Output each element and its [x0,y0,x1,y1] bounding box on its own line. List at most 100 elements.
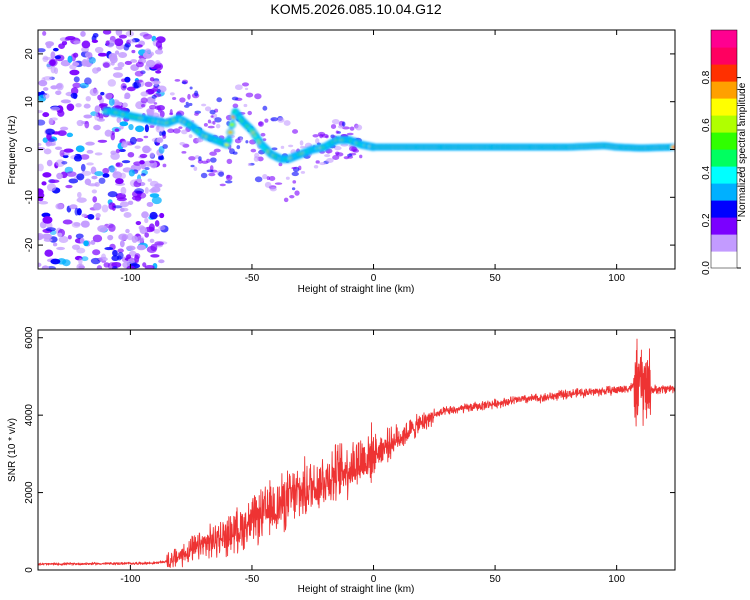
noise-blob [94,171,104,177]
noise-blob [135,235,145,243]
halo-blob [245,140,249,144]
halo-blob [162,163,167,168]
noise-blob [101,253,107,260]
noise-blob [118,52,128,59]
noise-blob [42,216,53,224]
halo-blob [283,120,291,126]
noise-blob [146,108,155,114]
halo-blob [319,162,327,166]
halo-blob [232,103,239,109]
noise-blob [115,105,121,109]
noise-blob [46,183,57,192]
noise-blob [49,179,60,184]
noise-blob [119,240,125,248]
halo-blob [209,109,216,115]
noise-blob [62,154,69,159]
colorbar-tick-label: 0.2 [701,213,712,227]
noise-blob [69,69,80,76]
noise-blob [76,263,85,269]
colorbar-tick-label: 0.6 [701,118,712,132]
ridge-core [228,131,233,134]
noise-blob [38,142,42,147]
halo-blob [213,148,221,153]
halo-blob [208,172,216,177]
halo-blob [315,138,320,144]
noise-blob [80,220,90,228]
noise-blob [134,188,145,194]
halo-blob [193,166,198,172]
colorbar-band [711,183,737,201]
halo-blob [162,134,167,139]
halo-blob [151,94,157,99]
halo-blob [334,151,340,156]
y-tick-label: 0 [24,567,35,573]
noise-blob [52,47,59,52]
noise-blob [154,241,165,246]
noise-blob [118,34,127,39]
noise-blob [81,213,88,218]
noise-blob [130,59,138,63]
noise-blob [75,233,84,239]
noise-blob [38,262,42,268]
noise-blob [81,40,91,49]
x-tick-label: 100 [608,574,625,585]
noise-blob [73,155,83,162]
noise-blob [127,151,135,158]
noise-blob [116,117,122,123]
halo-blob [149,160,155,164]
noise-blob [79,237,85,244]
colorbar-band [711,115,737,133]
halo-blob [315,160,320,164]
halo-blob [169,92,175,96]
noise-blob [134,70,144,77]
noise-blob [104,247,114,251]
noise-blob [92,196,98,203]
noise-blob [81,170,92,176]
halo-blob [243,103,248,108]
halo-blob [278,162,283,167]
noise-blob [38,109,43,114]
noise-blob [90,166,97,175]
halo-blob [262,138,267,142]
noise-blob [63,148,74,153]
halo-blob [313,165,319,169]
halo-blob [277,117,285,123]
halo-blob [346,132,354,136]
halo-blob [149,152,155,158]
halo-blob [299,140,304,146]
noise-blob [55,83,63,89]
noise-blob [95,213,101,218]
noise-blob [144,232,150,238]
noise-blob [80,154,90,160]
noise-blob [128,169,135,177]
halo-blob [212,120,216,125]
y-tick-label: -20 [24,237,35,252]
noise-blob [149,180,159,187]
noise-blob [128,123,134,131]
halo-blob [262,105,268,111]
halo-blob [188,102,193,107]
noise-blob [100,91,105,96]
noise-blob [159,212,165,219]
noise-blob [75,103,82,108]
noise-blob [97,225,108,233]
noise-blob [144,187,149,194]
noise-blob [154,49,164,55]
halo-blob [247,110,253,116]
ridge-core [672,145,675,149]
halo-blob [326,157,334,163]
noise-blob [107,234,114,241]
halo-blob [214,117,222,123]
noise-blob [126,86,136,92]
noise-blob [150,254,160,258]
colorbar-tick-label: 0.0 [701,261,712,275]
halo-blob [236,145,241,150]
colorbar-band [711,217,737,235]
halo-blob [349,126,355,131]
noise-blob [78,257,83,266]
snr-y-label: SNR (10 * v/v) [7,418,18,482]
halo-blob [341,121,346,127]
noise-blob [128,38,136,44]
halo-blob [149,125,155,128]
noise-blob [128,257,136,263]
